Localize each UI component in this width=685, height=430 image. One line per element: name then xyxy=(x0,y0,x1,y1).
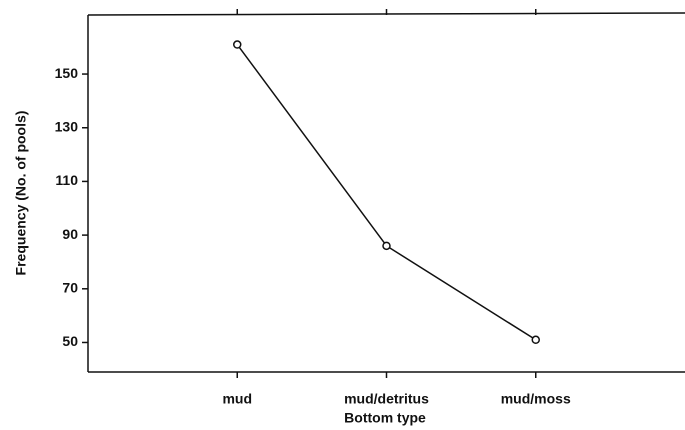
x-tick-label: mud xyxy=(222,391,252,407)
y-axis-label: Frequency (No. of pools) xyxy=(13,111,29,276)
y-tick-label: 50 xyxy=(62,333,78,349)
marker xyxy=(531,335,540,345)
marker xyxy=(233,40,242,49)
x-tick-label: mud/detritus xyxy=(344,391,429,407)
marker xyxy=(382,241,391,251)
x-axis-label: Bottom type xyxy=(344,410,426,426)
y-tick-label: 130 xyxy=(55,118,79,134)
y-tick-label: 150 xyxy=(55,65,79,81)
x-tick-label: mud/moss xyxy=(501,391,571,407)
y-tick-label: 70 xyxy=(62,279,78,295)
y-tick-label: 110 xyxy=(55,172,78,188)
line xyxy=(236,44,537,341)
y-tick-label: 90 xyxy=(62,226,78,242)
